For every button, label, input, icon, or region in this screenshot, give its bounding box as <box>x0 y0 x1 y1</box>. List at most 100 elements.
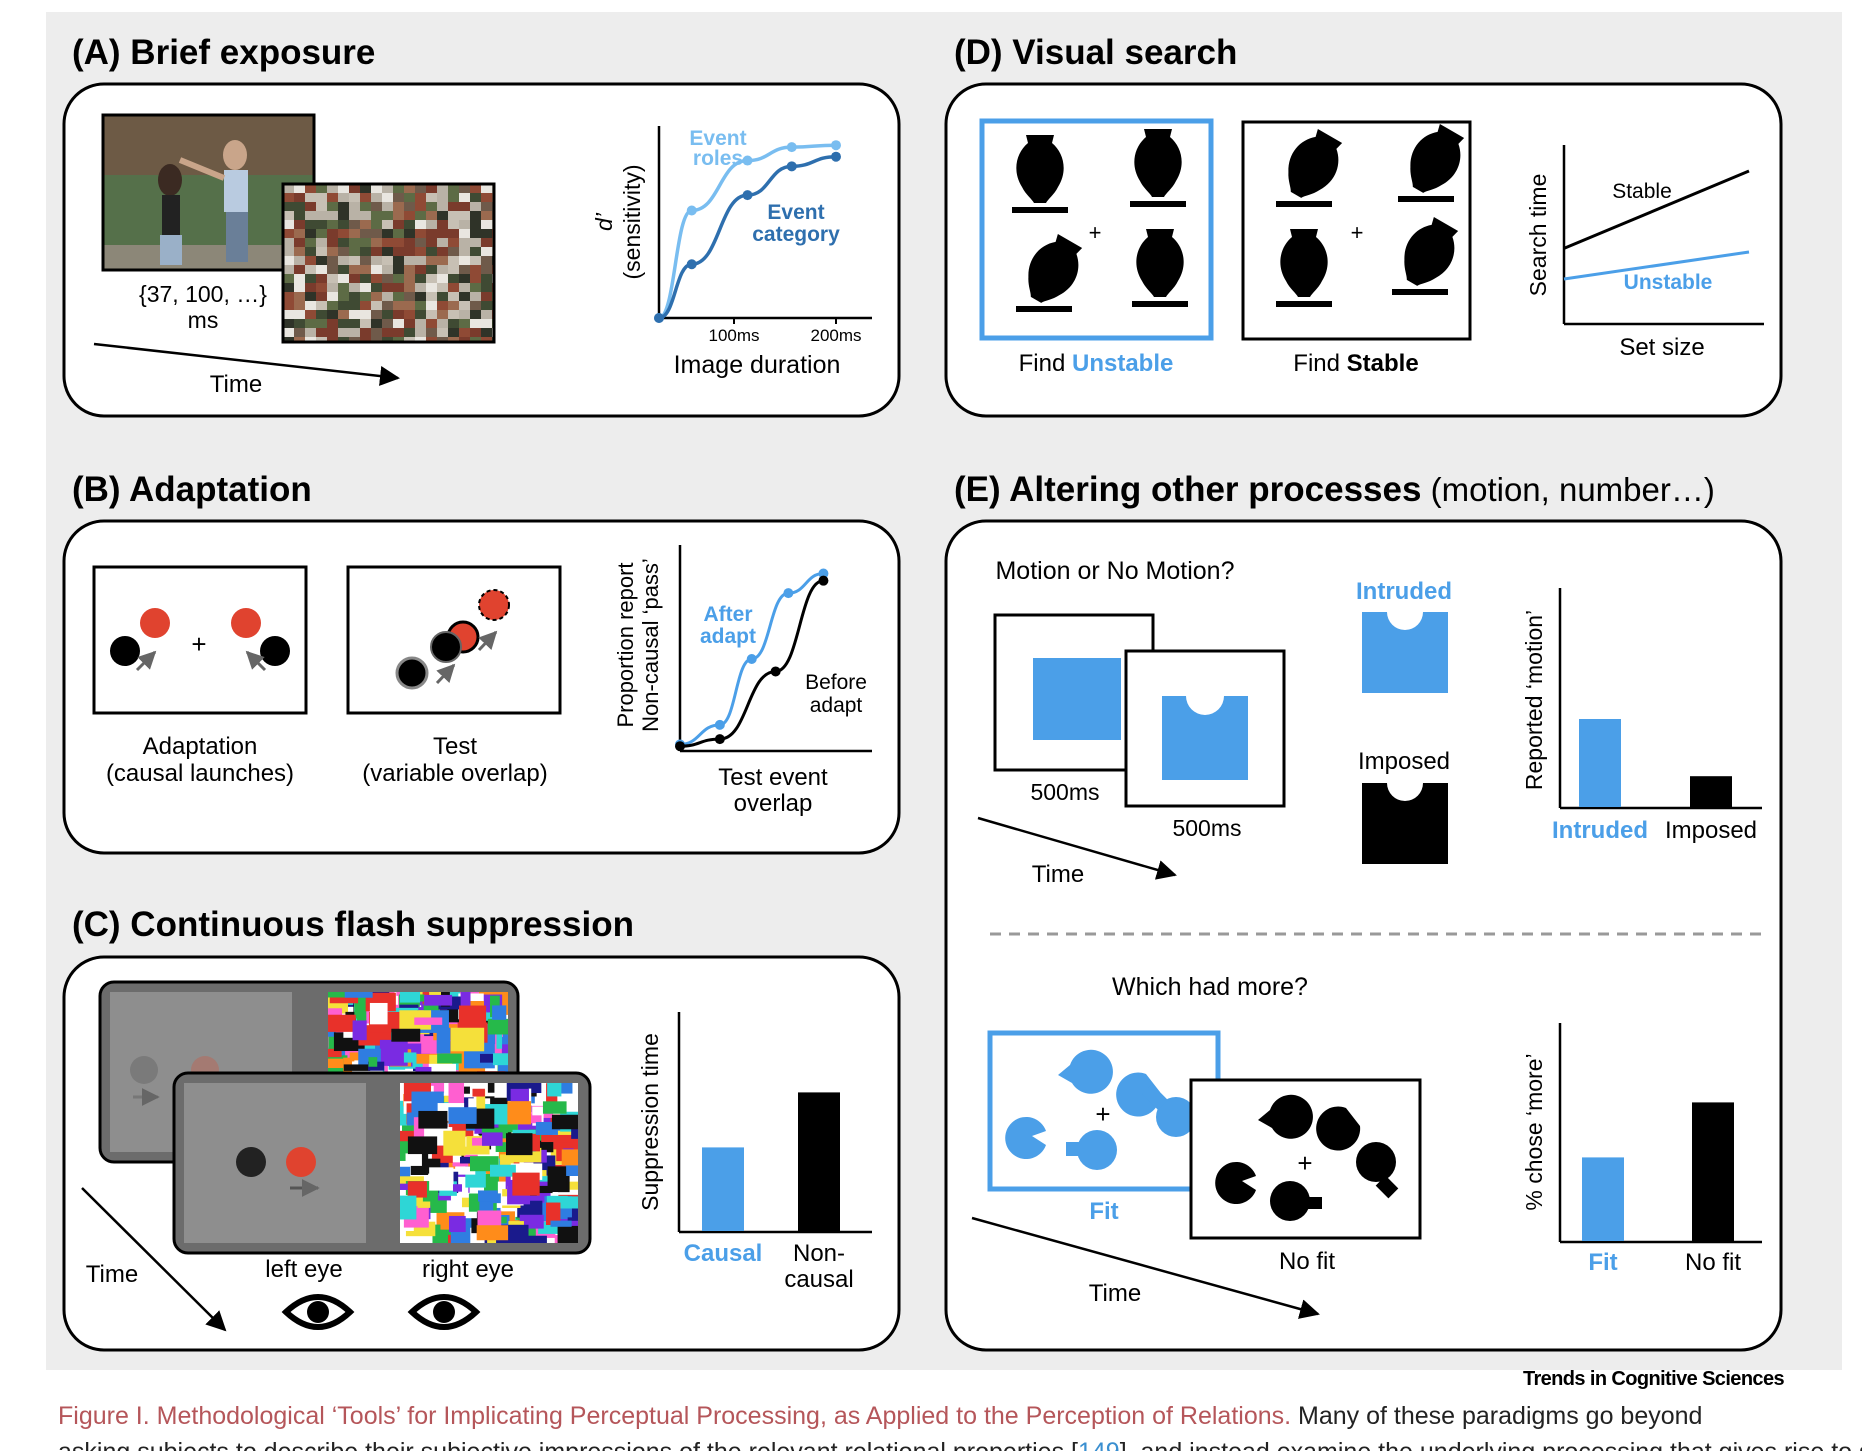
noise-tile <box>426 337 437 342</box>
noise-tile <box>371 319 382 328</box>
mondrian-patch <box>561 1149 578 1166</box>
noise-tile <box>415 319 426 328</box>
imposed-label: Imposed <box>1358 748 1450 775</box>
test-black-ball-overlap <box>430 631 462 663</box>
noise-tile <box>327 283 338 292</box>
noise-tile <box>283 202 294 211</box>
noise-tile <box>404 247 415 256</box>
noise-tile <box>283 301 294 310</box>
noise-tile <box>371 256 382 265</box>
noise-tile <box>404 211 415 220</box>
noise-tile <box>305 265 316 274</box>
noise-tile <box>393 193 404 202</box>
noise-tile <box>316 193 327 202</box>
time-arrow-e2 <box>971 1216 1320 1319</box>
noise-tile <box>283 283 294 292</box>
chart-c-cat-causal: Causal <box>684 1240 763 1267</box>
noise-tile <box>316 301 327 310</box>
label-before-adapt-2: adapt <box>810 694 863 717</box>
chart-a-point-0-3 <box>786 142 797 153</box>
noise-tile <box>459 220 470 229</box>
noise-tile <box>404 301 415 310</box>
label-event-roles-1: Event <box>689 127 746 150</box>
chart-a-point-1-1 <box>686 259 697 270</box>
noise-tile <box>338 301 349 310</box>
noise-tile <box>382 229 393 238</box>
cfs-back-mondrian <box>328 992 508 1075</box>
figure-caption-ref[interactable]: 149 <box>1078 1438 1120 1451</box>
noise-tile <box>371 229 382 238</box>
noise-tile <box>470 265 481 274</box>
noise-tile <box>481 184 492 193</box>
chart-b-point-0-3 <box>783 588 794 599</box>
noise-tile <box>393 184 404 193</box>
noise-tile <box>459 265 470 274</box>
noise-tile <box>404 265 415 274</box>
nofit-pacmen <box>1215 1094 1399 1221</box>
noise-tile <box>360 211 371 220</box>
mondrian-patch <box>488 1045 502 1055</box>
noise-tile <box>371 211 382 220</box>
noise-tile <box>426 184 437 193</box>
chart-a-point-0-2 <box>742 155 753 166</box>
noise-tile <box>393 310 404 319</box>
noise-tile <box>360 247 371 256</box>
noise-tile <box>448 247 459 256</box>
noise-tile <box>393 202 404 211</box>
mondrian-patch <box>403 1052 417 1063</box>
noise-tile <box>316 337 327 342</box>
noise-tile <box>349 319 360 328</box>
mondrian-patch <box>406 1043 430 1054</box>
mondrian-patch <box>328 1048 342 1058</box>
noise-tile <box>470 229 481 238</box>
noise-tile <box>426 238 437 247</box>
chart-a-point-1-2 <box>742 190 753 201</box>
noise-tile <box>327 220 338 229</box>
noise-tile <box>382 256 393 265</box>
noise-tile <box>371 238 382 247</box>
noise-tile <box>404 283 415 292</box>
noise-tile <box>283 328 294 337</box>
noise-tile <box>470 319 481 328</box>
mondrian-patch <box>455 1166 476 1175</box>
noise-tile <box>349 202 360 211</box>
noise-tile <box>448 256 459 265</box>
mondrian-patch <box>497 1058 508 1075</box>
mondrian-patch <box>344 992 373 998</box>
noise-tile <box>283 292 294 301</box>
noise-tile <box>393 229 404 238</box>
noise-tile <box>426 328 437 337</box>
noise-tile <box>470 292 481 301</box>
chart-a-ylabel-2: (sensitivity) <box>619 164 645 279</box>
noise-tile <box>393 319 404 328</box>
noise-tile <box>382 301 393 310</box>
noise-tile <box>404 337 415 342</box>
label-unstable: Unstable <box>1624 271 1713 294</box>
noise-tile <box>470 301 481 310</box>
cfs-front-black-ball <box>236 1147 266 1177</box>
noise-tile <box>448 274 459 283</box>
chart-c: Suppression time Causal Non- causal <box>637 1012 872 1293</box>
noise-tile <box>360 292 371 301</box>
chart-a-xlabel: Image duration <box>674 351 841 379</box>
chart-a: d’ (sensitivity) 100ms 200ms Image durat… <box>591 126 872 379</box>
noise-tile <box>349 238 360 247</box>
noise-tile <box>305 220 316 229</box>
label-before-adapt-1: Before <box>805 671 867 694</box>
noise-tile <box>415 238 426 247</box>
noise-tile <box>470 220 481 229</box>
noise-tile <box>426 301 437 310</box>
chart-a-point-1-3 <box>786 161 797 172</box>
label-event-roles-2: roles <box>693 147 743 170</box>
nofit-fixation-cross: + <box>1297 1148 1312 1178</box>
mondrian-patch <box>507 1101 532 1125</box>
noise-tile <box>470 238 481 247</box>
chart-c-bar-0 <box>702 1147 744 1231</box>
noise-tile <box>294 256 305 265</box>
noise-tile <box>481 193 492 202</box>
number-question: Which had more? <box>1112 973 1308 1001</box>
test-arrow-2 <box>477 630 498 652</box>
noise-tile <box>437 211 448 220</box>
noise-tile <box>327 247 338 256</box>
mondrian-patch <box>551 1114 578 1130</box>
